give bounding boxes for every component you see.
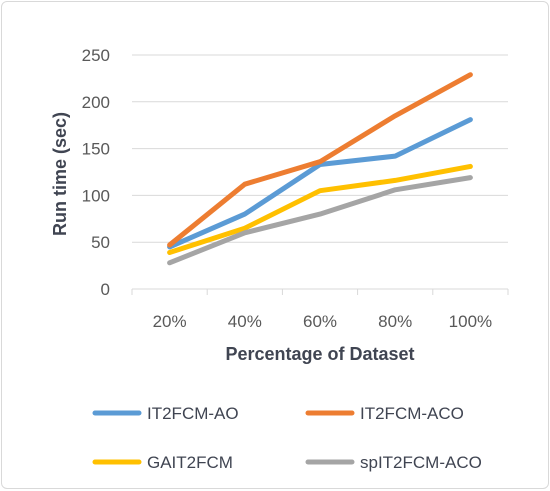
x-tick-label: 100%: [449, 312, 492, 331]
x-tick-label: 40%: [228, 312, 262, 331]
legend-label: IT2FCM-AO: [147, 404, 239, 423]
legend-label: GAIT2FCM: [147, 453, 233, 472]
series-lines: [167, 72, 473, 266]
legend: IT2FCM-AO IT2FCM-ACO GAIT2FCM spIT2FCM-ACO: [92, 404, 482, 472]
y-axis-title: Run time (sec): [50, 112, 70, 236]
legend-label: spIT2FCM-ACO: [360, 453, 482, 472]
y-tick-label: 150: [82, 140, 110, 159]
gridlines: [132, 54, 508, 243]
tick-labels: 0 50 100 150 200 250 20% 40% 60% 80% 100%: [82, 46, 493, 331]
y-tick-label: 250: [82, 46, 110, 65]
legend-item: IT2FCM-AO: [92, 404, 239, 423]
series-line-spit2fcm-aco: [167, 175, 473, 266]
series-line-it2fcm-ao: [167, 117, 473, 250]
y-tick-label: 0: [101, 280, 110, 299]
series-line-it2fcm-aco: [167, 72, 473, 248]
series-line-gait2fcm: [167, 163, 473, 255]
legend-label: IT2FCM-ACO: [360, 404, 464, 423]
x-tick-label: 80%: [378, 312, 412, 331]
legend-item: GAIT2FCM: [92, 453, 233, 472]
y-tick-label: 200: [82, 93, 110, 112]
x-tick-label: 20%: [153, 312, 187, 331]
legend-item: IT2FCM-ACO: [305, 404, 464, 423]
legend-item: spIT2FCM-ACO: [305, 453, 482, 472]
x-axis-title: Percentage of Dataset: [225, 344, 414, 364]
x-tick-label: 60%: [303, 312, 337, 331]
y-tick-label: 100: [82, 186, 110, 205]
y-tick-label: 50: [91, 233, 110, 252]
axes: [131, 288, 509, 295]
